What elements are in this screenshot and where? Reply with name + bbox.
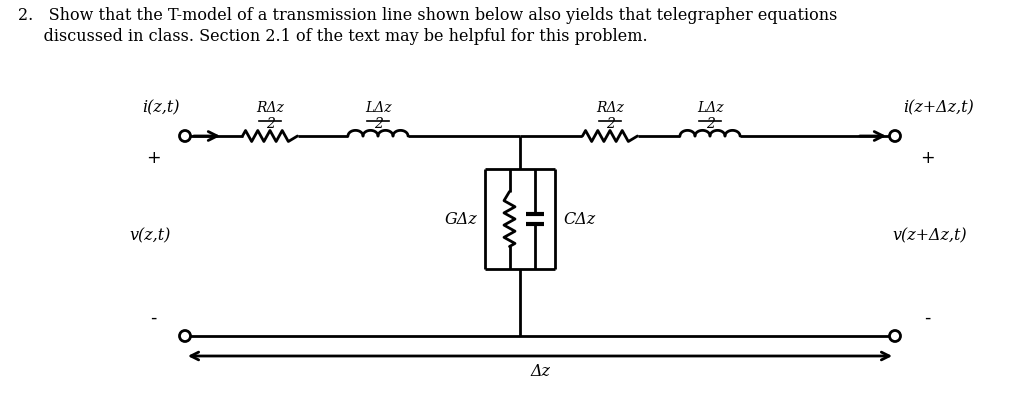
Text: -: - — [150, 309, 157, 327]
Text: i(z,t): i(z,t) — [142, 99, 180, 116]
Text: i(z+Δz,t): i(z+Δz,t) — [903, 99, 974, 116]
Text: GΔz: GΔz — [444, 210, 477, 227]
Text: LΔz: LΔz — [365, 101, 391, 115]
Text: 2: 2 — [265, 117, 274, 131]
Circle shape — [179, 330, 190, 341]
Text: discussed in class. Section 2.1 of the text may be helpful for this problem.: discussed in class. Section 2.1 of the t… — [18, 28, 647, 45]
Text: 2: 2 — [605, 117, 614, 131]
Text: +: + — [920, 149, 934, 167]
Circle shape — [179, 130, 190, 141]
Text: RΔz: RΔz — [596, 101, 624, 115]
Text: v(z+Δz,t): v(z+Δz,t) — [893, 227, 968, 244]
Circle shape — [890, 330, 900, 341]
Text: RΔz: RΔz — [256, 101, 284, 115]
Circle shape — [890, 130, 900, 141]
Text: 2: 2 — [374, 117, 382, 131]
Text: 2: 2 — [706, 117, 715, 131]
Text: CΔz: CΔz — [563, 210, 595, 227]
Text: 2.   Show that the T-model of a transmission line shown below also yields that t: 2. Show that the T-model of a transmissi… — [18, 7, 838, 24]
Text: LΔz: LΔz — [696, 101, 723, 115]
Text: Δz: Δz — [530, 363, 550, 380]
Text: v(z,t): v(z,t) — [129, 227, 171, 244]
Text: +: + — [145, 149, 161, 167]
Text: -: - — [924, 309, 930, 327]
